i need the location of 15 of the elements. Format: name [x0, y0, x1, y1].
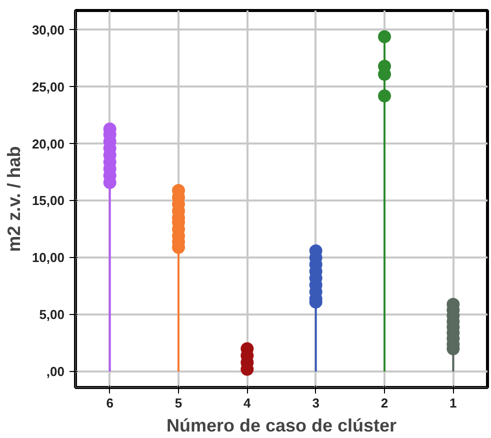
y-tick-label: ,00	[46, 364, 65, 380]
x-tick-label: 3	[312, 396, 320, 410]
x-tick-label: 5	[174, 396, 182, 410]
x-tick-label: 4	[244, 396, 252, 410]
y-tick-label: 30,00	[32, 22, 65, 38]
y-tick-label: 10,00	[32, 250, 65, 266]
y-tick-label: 15,00	[32, 193, 65, 208]
x-tick-label: 6	[106, 396, 114, 410]
y-tick-label: 5,00	[39, 307, 65, 322]
x-tick-label: 1	[450, 396, 457, 410]
x-tick-label: 2	[380, 396, 388, 410]
y-axis-title: m2 z.v. / hab	[4, 146, 24, 252]
y-tick-label: 20,00	[32, 136, 65, 152]
y-tick-label: 25,00	[32, 79, 65, 94]
x-axis-title: Número de caso de clúster	[166, 416, 397, 436]
